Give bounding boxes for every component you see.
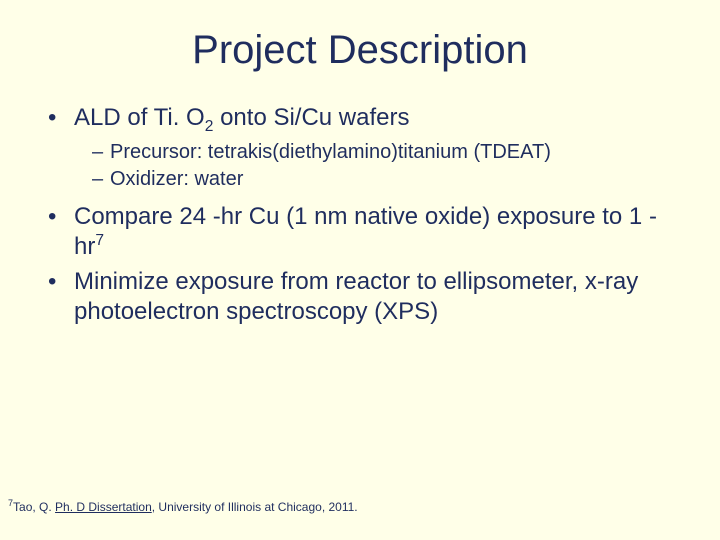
footnote: 7Tao, Q. Ph. D Dissertation, University … <box>8 498 358 514</box>
bullet-list: ALD of Ti. O2 onto Si/Cu wafers Precurso… <box>40 103 680 326</box>
bullet-1-text-post: onto Si/Cu wafers <box>213 104 409 131</box>
footnote-title: Ph. D Dissertation <box>55 500 152 514</box>
bullet-3: Minimize exposure from reactor to ellips… <box>48 267 680 326</box>
slide-title: Project Description <box>40 28 680 73</box>
bullet-1-sublist: Precursor: tetrakis(diethylamino)titaniu… <box>74 140 680 192</box>
footnote-author: Tao, Q. <box>13 500 55 514</box>
bullet-1-sub-1: Precursor: tetrakis(diethylamino)titaniu… <box>92 140 680 165</box>
bullet-2-text: Compare 24 -hr Cu (1 nm native oxide) ex… <box>74 203 657 260</box>
slide: Project Description ALD of Ti. O2 onto S… <box>0 0 720 540</box>
bullet-2-superscript: 7 <box>95 232 104 249</box>
bullet-1-text-pre: ALD of Ti. O <box>74 104 205 131</box>
footnote-rest: , University of Illinois at Chicago, 201… <box>152 500 358 514</box>
bullet-1-sub-2: Oxidizer: water <box>92 167 680 192</box>
bullet-1: ALD of Ti. O2 onto Si/Cu wafers Precurso… <box>48 103 680 192</box>
bullet-2: Compare 24 -hr Cu (1 nm native oxide) ex… <box>48 202 680 262</box>
